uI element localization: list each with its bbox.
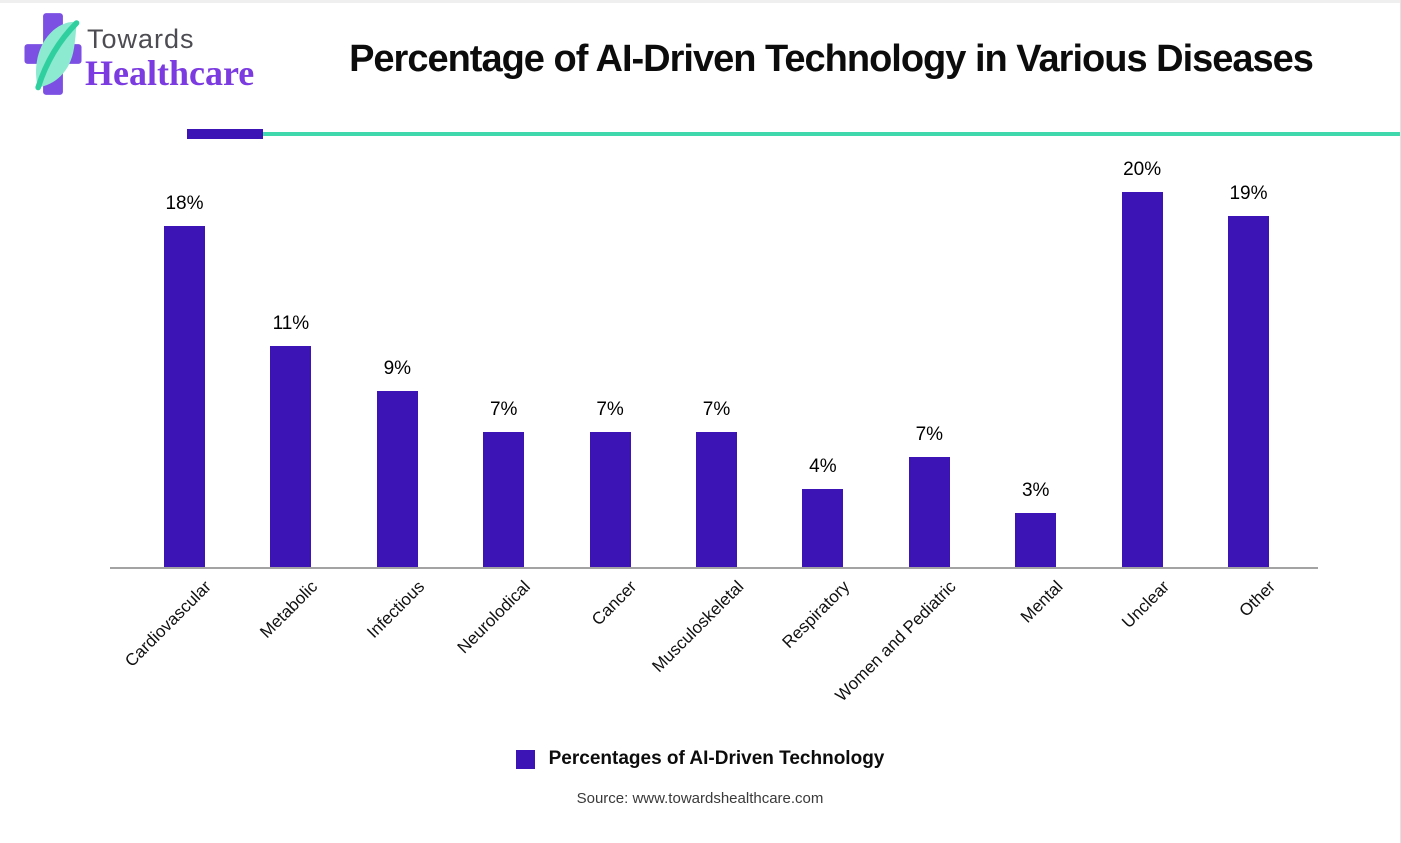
bar-value-label: 11% (272, 313, 310, 334)
bar-value-label: 18% (165, 193, 204, 214)
bar (1121, 192, 1163, 567)
bar (164, 226, 205, 567)
source-note: Source: www.towardshealthcare.com (576, 790, 824, 807)
x-axis-label: Other (1235, 577, 1279, 621)
bar (802, 489, 844, 567)
x-axis-label: Cancer (588, 577, 641, 630)
bar-chart: 18% 11% 9% 7% 7% 7% 4% 7% 3% 20% 19% (110, 159, 1318, 569)
x-axis-label: Neurolodical (453, 577, 535, 658)
x-axis-label: Unclear (1117, 577, 1173, 632)
bar-value-label: 7% (489, 399, 518, 420)
bar (376, 391, 418, 567)
cross-with-leaf-icon (24, 13, 82, 95)
bar (1228, 216, 1269, 567)
bar (589, 432, 631, 567)
bar-value-label: 9% (383, 358, 412, 379)
bar-value-label: 7% (596, 399, 624, 420)
top-border-strip (0, 0, 1400, 3)
x-axis-labels: Cardiovascular Metabolic Infectious Neurolo… (0, 577, 1400, 737)
x-axis-label: Mental (1016, 577, 1067, 627)
bar-value-label: 20% (1123, 159, 1162, 180)
bar-value-label: 19% (1229, 183, 1268, 204)
bar (908, 457, 950, 567)
x-axis-label: Cardiovascular (121, 577, 215, 671)
legend-label: Percentages of AI-Driven Technology (548, 748, 885, 769)
bar (270, 346, 312, 567)
bar-value-label: 7% (915, 424, 944, 445)
x-axis-label: Infectious (362, 577, 428, 642)
legend-swatch-icon (515, 749, 535, 769)
bar-value-label: 3% (1021, 480, 1050, 501)
x-axis-label: Women and Pediatric (831, 577, 960, 706)
x-axis-label: Metabolic (256, 577, 322, 642)
x-axis-baseline (110, 567, 1318, 569)
brand-healthcare: Healthcare (85, 53, 255, 93)
x-axis-label: Respiratory (778, 577, 854, 652)
chart-title: Percentage of AI-Driven Technology in Va… (349, 38, 1314, 80)
x-axis-label: Musculoskeletal (647, 577, 747, 676)
bar-value-label: 7% (702, 399, 731, 420)
bar (483, 432, 525, 567)
bar (696, 432, 737, 567)
divider-teal-line (263, 132, 1400, 136)
bar-value-label: 4% (809, 456, 837, 477)
divider-accent-bar (187, 129, 263, 139)
legend: Percentages of AI-Driven Technology (0, 748, 1400, 770)
bar (1015, 513, 1057, 567)
brand-towards: Towards (87, 24, 195, 54)
